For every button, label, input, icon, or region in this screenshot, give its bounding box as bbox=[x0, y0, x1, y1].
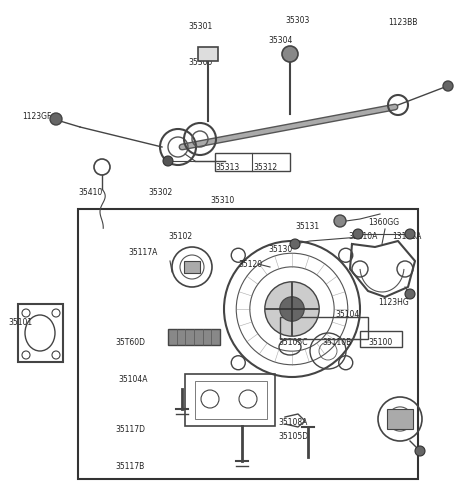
Bar bbox=[280, 317, 368, 339]
Text: 35117B: 35117B bbox=[115, 461, 144, 470]
Text: 1123BB: 1123BB bbox=[388, 18, 417, 27]
Text: 35117A: 35117A bbox=[128, 247, 157, 257]
Text: 35102: 35102 bbox=[168, 231, 192, 241]
Text: 1360GG: 1360GG bbox=[368, 218, 399, 226]
Text: 35110A: 35110A bbox=[348, 231, 378, 241]
Text: 35410: 35410 bbox=[78, 187, 102, 197]
Text: 1123HG: 1123HG bbox=[378, 297, 409, 306]
Text: 35105C: 35105C bbox=[278, 337, 307, 346]
Circle shape bbox=[405, 289, 415, 299]
Bar bbox=[387, 409, 413, 429]
Circle shape bbox=[265, 282, 319, 337]
Circle shape bbox=[405, 229, 415, 240]
Circle shape bbox=[280, 297, 304, 322]
Circle shape bbox=[282, 47, 298, 63]
Text: 35120: 35120 bbox=[238, 260, 262, 268]
Text: 35304: 35304 bbox=[268, 36, 292, 45]
Text: 35313: 35313 bbox=[215, 163, 239, 172]
Circle shape bbox=[415, 446, 425, 456]
Text: 35117D: 35117D bbox=[115, 424, 145, 433]
Text: 35130: 35130 bbox=[268, 244, 292, 253]
Text: 35301: 35301 bbox=[188, 22, 212, 31]
Bar bbox=[168, 329, 220, 346]
Bar bbox=[78, 209, 418, 479]
Text: 35104A: 35104A bbox=[118, 374, 148, 383]
Text: 35105D: 35105D bbox=[278, 431, 308, 440]
Bar bbox=[184, 262, 200, 273]
Text: 35110B: 35110B bbox=[322, 337, 351, 346]
Text: 35108A: 35108A bbox=[278, 417, 307, 426]
Bar bbox=[18, 305, 63, 362]
Bar bbox=[195, 381, 267, 419]
Text: 35104: 35104 bbox=[335, 309, 359, 318]
Text: 35100: 35100 bbox=[368, 337, 392, 346]
Circle shape bbox=[334, 216, 346, 227]
Bar bbox=[360, 331, 402, 347]
Circle shape bbox=[290, 240, 300, 249]
Circle shape bbox=[353, 229, 363, 240]
Text: 35305: 35305 bbox=[188, 58, 212, 67]
Text: 35310: 35310 bbox=[210, 196, 234, 204]
Text: 35303: 35303 bbox=[285, 16, 309, 25]
Bar bbox=[185, 374, 275, 426]
Text: 35302: 35302 bbox=[148, 187, 172, 197]
Text: 35T60D: 35T60D bbox=[115, 337, 145, 346]
Text: 1123GF: 1123GF bbox=[22, 112, 51, 121]
Text: 35131: 35131 bbox=[295, 222, 319, 230]
Text: 35312: 35312 bbox=[253, 163, 277, 172]
Text: 1310SA: 1310SA bbox=[392, 231, 421, 241]
Circle shape bbox=[443, 82, 453, 92]
Bar bbox=[215, 154, 290, 172]
Circle shape bbox=[50, 114, 62, 126]
Text: 35101: 35101 bbox=[8, 317, 32, 326]
Bar bbox=[198, 48, 218, 62]
Circle shape bbox=[163, 157, 173, 167]
